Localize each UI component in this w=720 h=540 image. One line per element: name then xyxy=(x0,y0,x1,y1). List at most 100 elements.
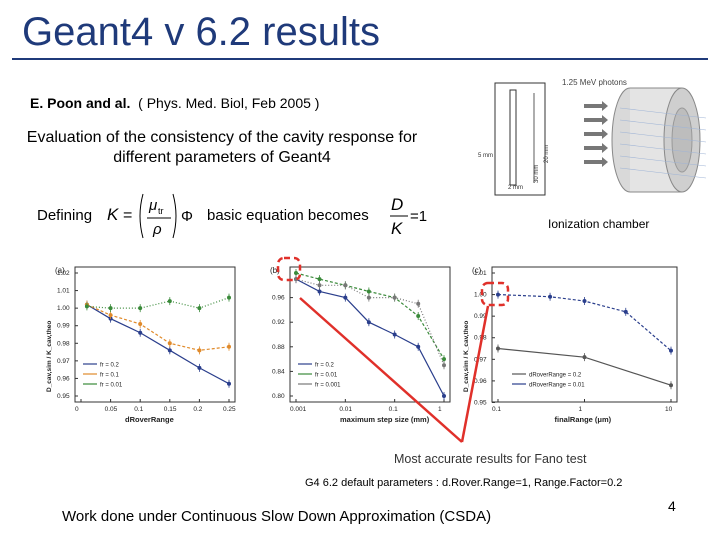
data-point xyxy=(416,301,421,306)
x-tick-label: 0.1 xyxy=(389,406,398,413)
formula-rho: ρ xyxy=(152,221,162,238)
data-point xyxy=(167,299,172,304)
x-tick-label: 0.01 xyxy=(339,406,352,413)
y-tick-label: 0.96 xyxy=(474,378,487,385)
data-point xyxy=(343,283,348,288)
x-axis-label: finalRange (μm) xyxy=(555,415,612,424)
data-point xyxy=(496,292,500,297)
data-point xyxy=(84,304,89,309)
formula-k2: K xyxy=(391,219,403,238)
most-accurate-note: Most accurate results for Fano test xyxy=(394,452,587,466)
data-point xyxy=(317,289,322,294)
x-axis-label: maximum step size (mm) xyxy=(340,415,430,424)
series-line xyxy=(86,304,230,385)
data-point xyxy=(669,383,673,388)
title-underline xyxy=(12,58,708,60)
legend-label: dRoverRange = 0.2 xyxy=(529,373,582,379)
photon-beam-lines xyxy=(619,107,707,179)
author-reference: E. Poon and al. ( Phys. Med. Biol, Feb 2… xyxy=(30,95,319,111)
series-line xyxy=(86,297,230,309)
formula-mu: μ xyxy=(148,197,157,214)
y-tick-label: 0.95 xyxy=(57,393,70,400)
x-tick-label: 0.05 xyxy=(105,406,118,413)
y-axis-label: D_cav,sim / K_cav,theo xyxy=(463,321,470,392)
legend-label: dRoverRange = 0.01 xyxy=(529,383,585,389)
panel-label: (b) xyxy=(270,266,280,275)
data-point xyxy=(138,306,143,311)
formula-mu-sub: tr xyxy=(158,206,164,216)
slide-title: Geant4 v 6.2 results xyxy=(22,10,380,54)
y-tick-label: 1.00 xyxy=(474,292,487,299)
chamber-cross-section xyxy=(494,82,546,196)
chart-panel-a: (a) 0 0.05 0.1 0.15 0.2 0.25 0.95 0.96 0.97 0.98 0.… xyxy=(46,266,236,424)
data-point xyxy=(623,309,628,314)
y-tick-label: 1.01 xyxy=(57,288,70,295)
formula-paren-right xyxy=(172,193,177,239)
evaluation-text: Evaluation of the consistency of the cav… xyxy=(26,129,418,166)
data-point xyxy=(392,332,397,337)
data-point xyxy=(442,363,446,368)
legend-label: fr = 0.2 xyxy=(100,363,120,369)
data-point xyxy=(669,348,673,353)
chamber-electrode xyxy=(509,89,517,186)
y-tick-label: 0.97 xyxy=(57,358,70,365)
legend-label: fr = 0.001 xyxy=(315,383,341,389)
chart-panel-b: (b) 0.001 0.01 0.1 1 0.80 0.84 0.88 0.92 0.96 maxi… xyxy=(270,266,451,424)
dk-formula: D K =1 xyxy=(390,195,427,238)
data-point xyxy=(496,346,500,351)
photon-arrows xyxy=(584,101,608,167)
page-number: 4 xyxy=(668,498,676,514)
data-point xyxy=(442,357,446,362)
data-point xyxy=(227,295,231,300)
x-tick-label: 10 xyxy=(665,406,673,413)
ionization-chamber-figure: 1.25 MeV photons 5 mm 2 mm 20 mm 30 mm xyxy=(478,78,707,196)
y-tick-label: 0.98 xyxy=(57,340,70,347)
chart-panel-c: (c) 0.1 1 10 0.95 0.96 0.97 0.98 0.99 1.00 1.01 fin… xyxy=(463,266,678,424)
legend-label: fr = 0.1 xyxy=(100,373,120,379)
data-point xyxy=(366,295,371,300)
data-point xyxy=(317,277,322,282)
data-point xyxy=(343,295,348,300)
data-point xyxy=(416,344,421,349)
y-tick-label: 0.99 xyxy=(474,313,487,320)
basic-equation-label: basic equation becomes xyxy=(207,207,369,224)
data-point xyxy=(197,306,202,311)
panel-label: (c) xyxy=(472,266,482,275)
dim-30mm: 30 mm xyxy=(534,165,540,183)
data-point xyxy=(442,394,446,398)
data-point xyxy=(108,306,113,311)
series-line xyxy=(86,304,230,351)
data-point xyxy=(138,321,143,326)
data-point xyxy=(582,355,587,360)
formula-phi: Φ xyxy=(181,208,193,225)
data-point xyxy=(317,283,322,288)
data-point xyxy=(294,277,298,282)
legend-label: fr = 0.01 xyxy=(100,383,123,389)
plot-frame xyxy=(74,266,236,403)
y-tick-label: 0.88 xyxy=(272,344,285,351)
csda-note: Work done under Continuous Slow Down App… xyxy=(62,508,492,525)
data-point xyxy=(416,314,421,319)
y-tick-label: 1.02 xyxy=(57,270,70,277)
data-point xyxy=(167,341,172,346)
dim-2mm: 2 mm xyxy=(508,185,523,191)
x-tick-label: 0.1 xyxy=(134,406,143,413)
formula-paren-left xyxy=(139,193,144,239)
data-point xyxy=(167,348,172,353)
x-tick-label: 0.15 xyxy=(164,406,177,413)
dim-5mm: 5 mm xyxy=(478,153,493,159)
data-point xyxy=(197,348,202,353)
y-tick-label: 0.84 xyxy=(272,368,285,375)
formula-k-eq: = xyxy=(123,207,132,224)
x-tick-label: 0 xyxy=(75,406,79,413)
legend-label: fr = 0.2 xyxy=(315,363,335,369)
y-tick-label: 0.96 xyxy=(57,375,70,382)
y-tick-label: 0.80 xyxy=(272,393,285,400)
data-point xyxy=(366,289,371,294)
author-names: E. Poon and al. xyxy=(30,95,131,111)
y-tick-label: 0.98 xyxy=(474,335,487,342)
data-point xyxy=(582,299,587,304)
y-axis-label: D_cav,sim / K_cav,theo xyxy=(46,321,53,392)
x-tick-label: 1 xyxy=(438,406,442,413)
formula-k: K xyxy=(107,205,119,224)
